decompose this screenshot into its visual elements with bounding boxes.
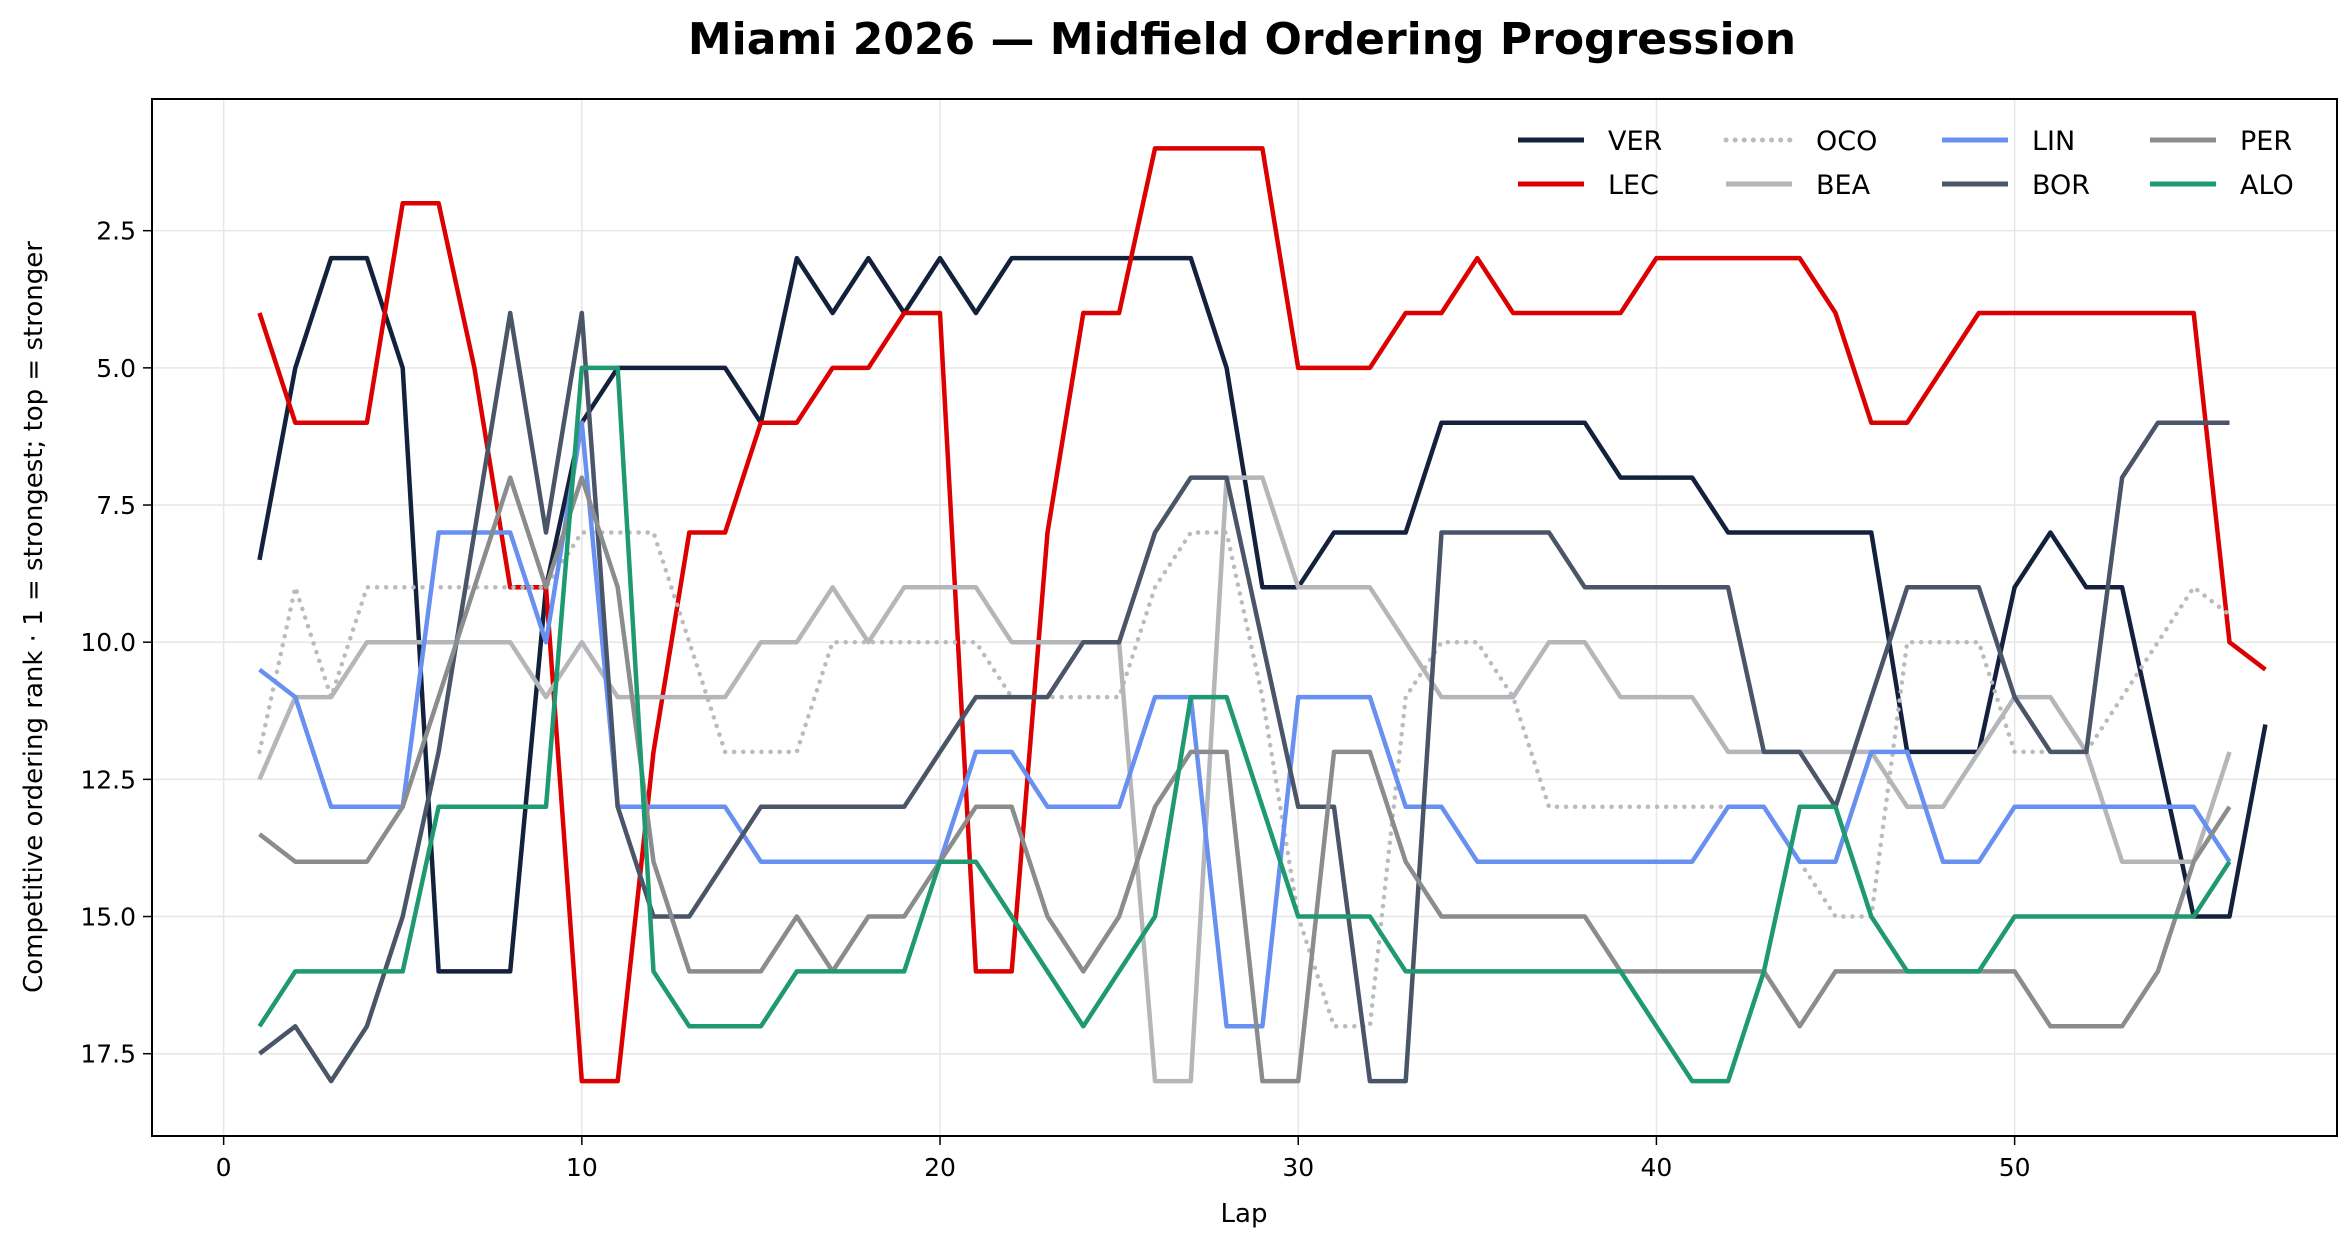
- x-axis-label: Lap: [1221, 1199, 1268, 1229]
- legend-label-bor: BOR: [2032, 170, 2090, 201]
- legend-label-ver: VER: [1608, 126, 1662, 157]
- y-tick-label: 2.5: [96, 217, 136, 246]
- legend-label-alo: ALO: [2240, 170, 2294, 201]
- series-line-alo: [257, 365, 2232, 1084]
- legend: VER LEC OCO BEA LIN BOR PER ALO: [1518, 126, 2294, 201]
- y-tick-label: 5.0: [96, 354, 136, 383]
- legend-label-oco: OCO: [1816, 126, 1877, 157]
- series-lines: [257, 146, 2268, 1084]
- y-tick-label: 15.0: [80, 903, 136, 932]
- legend-label-lin: LIN: [2032, 126, 2075, 157]
- legend-label-lec: LEC: [1608, 170, 1659, 201]
- x-tick-label: 30: [1282, 1153, 1314, 1182]
- x-axis-ticks: 0 10 20 30 40 50: [216, 1136, 2031, 1182]
- x-tick-label: 20: [924, 1153, 956, 1182]
- series-line-lec: [257, 146, 2267, 1084]
- y-axis-label: Competitive ordering rank · 1 = stronges…: [19, 241, 49, 993]
- series-line-per: [258, 475, 2232, 1084]
- y-tick-label: 12.5: [80, 765, 136, 794]
- x-tick-label: 40: [1641, 1153, 1673, 1182]
- x-tick-label: 10: [566, 1153, 598, 1182]
- series-line-bor: [258, 310, 2230, 1084]
- series-line-bea: [257, 475, 2232, 1084]
- legend-label-per: PER: [2240, 126, 2292, 157]
- y-tick-label: 10.0: [80, 628, 136, 657]
- series-line-lin: [258, 420, 2232, 1029]
- legend-label-bea: BEA: [1816, 170, 1871, 201]
- chart-title: Miami 2026 — Midfield Ordering Progressi…: [688, 14, 1796, 65]
- plot-frame: [151, 98, 2338, 1137]
- y-tick-label: 7.5: [96, 491, 136, 520]
- x-tick-label: 0: [216, 1153, 232, 1182]
- y-axis-ticks: 2.5 5.0 7.5 10.0 12.5 15.0 17.5: [80, 217, 152, 1069]
- y-tick-label: 17.5: [80, 1040, 136, 1069]
- x-tick-label: 50: [1999, 1153, 2031, 1182]
- series-line-ver: [257, 255, 2268, 974]
